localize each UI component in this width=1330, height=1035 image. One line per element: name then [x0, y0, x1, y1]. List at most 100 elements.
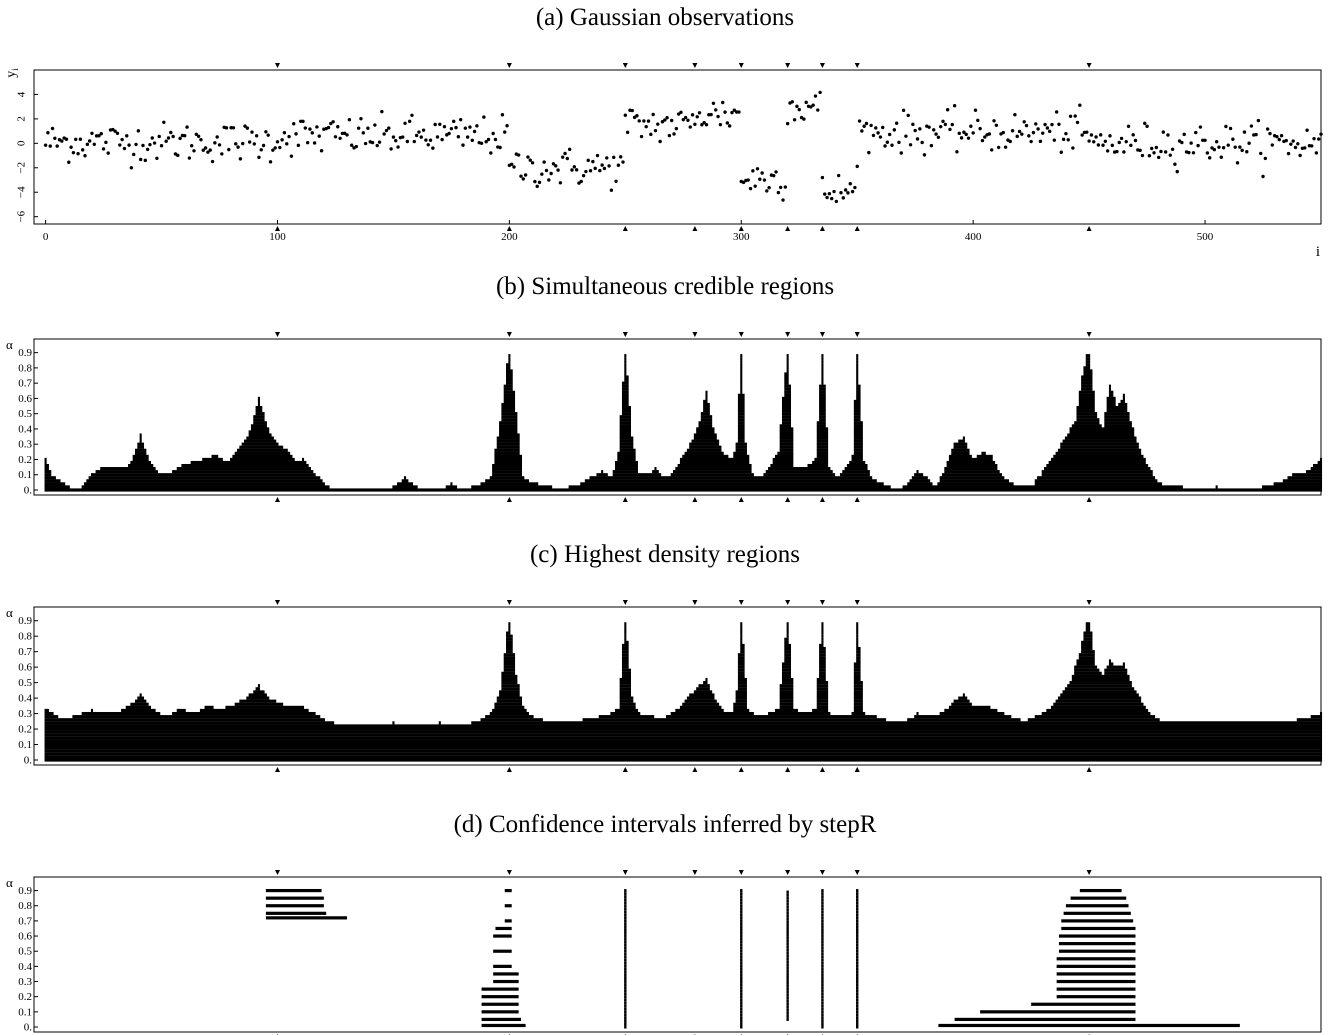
credible-segment	[44, 476, 56, 480]
credible-segment	[44, 488, 1323, 492]
ci-column-dot	[821, 889, 824, 893]
data-point	[922, 153, 927, 157]
credible-segment	[851, 711, 866, 716]
credible-segment	[816, 421, 826, 425]
credible-segment	[1081, 375, 1093, 379]
credible-segment	[853, 668, 861, 672]
credible-segment	[737, 671, 745, 675]
credible-segment	[853, 433, 863, 437]
credible-segment	[779, 687, 794, 691]
change-point-marker-top	[1086, 600, 1092, 605]
credible-segment	[1106, 409, 1128, 413]
credible-segment	[44, 739, 1323, 744]
data-point	[676, 112, 681, 116]
data-point	[183, 134, 187, 138]
data-point	[401, 135, 405, 139]
credible-segment	[619, 693, 631, 697]
credible-segment	[779, 445, 794, 449]
credible-segment	[1060, 445, 1139, 449]
data-point	[658, 139, 662, 144]
credible-segment	[916, 711, 919, 716]
credible-segment	[1085, 357, 1091, 361]
credible-segment	[784, 381, 789, 385]
credible-segment	[496, 699, 523, 703]
data-point	[561, 155, 565, 159]
credible-segment	[255, 409, 263, 413]
credible-segment	[619, 430, 631, 434]
change-point-marker-top	[785, 600, 791, 605]
data-point	[1265, 127, 1270, 131]
credible-segment	[619, 687, 631, 691]
change-point-marker-top	[692, 332, 698, 337]
data-point	[681, 117, 685, 122]
data-point	[189, 144, 194, 148]
change-point-marker-top	[274, 600, 280, 605]
credible-segment	[492, 467, 523, 471]
ci-column-dot	[786, 969, 789, 973]
ci-column-dot	[821, 928, 824, 932]
credible-segment	[624, 631, 627, 635]
credible-segment	[696, 430, 715, 434]
change-point-marker-top	[506, 332, 512, 337]
y-axis-label: α	[6, 605, 13, 620]
data-point	[196, 134, 201, 138]
credible-segment	[624, 625, 627, 629]
credible-segment	[81, 711, 161, 716]
data-point	[690, 113, 695, 117]
data-point	[127, 143, 131, 147]
data-point	[71, 150, 76, 155]
credible-segment	[621, 653, 629, 657]
data-point	[962, 130, 966, 134]
credible-segment	[740, 375, 743, 379]
change-point-marker-top	[1086, 63, 1092, 68]
credible-segment	[691, 439, 720, 443]
change-point-marker-top	[274, 332, 280, 337]
ci-column-dot	[821, 986, 824, 990]
credible-segment	[1317, 460, 1323, 465]
data-point	[1010, 129, 1015, 133]
data-point	[818, 90, 822, 95]
credible-segment	[199, 708, 309, 713]
ci-column-dot	[624, 907, 627, 911]
change-point-marker-top	[785, 870, 791, 875]
ci-column-dot	[740, 989, 743, 993]
credible-segment	[506, 650, 513, 654]
data-point	[143, 158, 148, 163]
data-point	[296, 143, 301, 148]
ci-column-dot	[856, 970, 859, 974]
data-point	[795, 104, 799, 109]
credible-segment	[601, 470, 604, 474]
data-point	[732, 108, 737, 112]
change-point-marker-top	[854, 332, 860, 337]
credible-segment	[624, 360, 627, 364]
credible-segment	[1122, 393, 1125, 397]
data-point	[1115, 149, 1119, 154]
change-point-marker-bottom	[785, 767, 791, 772]
credible-segment	[508, 625, 511, 629]
ci-column-dot	[821, 964, 824, 968]
credible-segment	[503, 399, 516, 404]
data-point	[813, 94, 818, 98]
data-point	[586, 158, 590, 163]
data-point	[540, 172, 544, 176]
data-point	[405, 139, 410, 144]
credible-segment	[83, 482, 325, 486]
data-point	[996, 145, 1001, 150]
panel-d-title: (d) Confidence intervals inferred by ste…	[453, 811, 877, 838]
credible-segment	[816, 696, 829, 700]
credible-segment	[856, 390, 861, 394]
ci-column-dot	[740, 1004, 743, 1008]
credible-segment	[619, 418, 631, 422]
data-point	[273, 146, 277, 150]
data-point	[883, 144, 887, 148]
credible-segment	[784, 646, 792, 651]
data-point	[864, 121, 869, 126]
data-point	[278, 145, 282, 150]
data-point	[1071, 146, 1075, 150]
data-point	[287, 134, 291, 139]
credible-segment	[737, 402, 745, 407]
credible-segment	[819, 393, 826, 397]
change-point-marker-top	[506, 870, 512, 875]
ci-column-dot	[624, 913, 627, 917]
data-point	[1156, 155, 1161, 160]
